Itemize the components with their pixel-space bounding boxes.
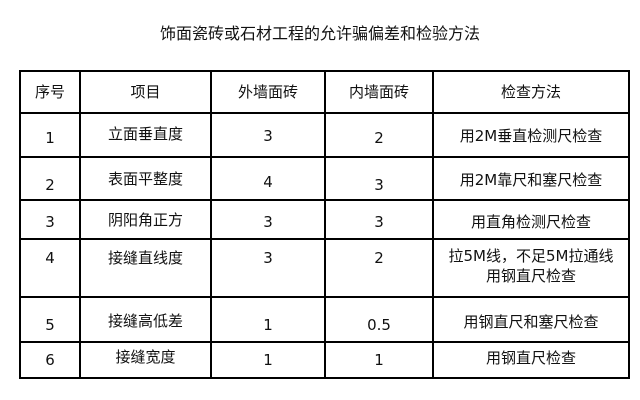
header-row: 序号 项目 外墙面砖 内墙面砖 检查方法 bbox=[19, 70, 630, 114]
cell-index: 3 bbox=[19, 199, 81, 240]
cell-exterior: 3 bbox=[210, 238, 326, 298]
cell-method: 拉5M线，不足5M拉通线用钢直尺检查 bbox=[432, 238, 630, 298]
cell-method: 用2M垂直检测尺检查 bbox=[432, 112, 630, 158]
cell-item: 接缝宽度 bbox=[79, 341, 212, 379]
cell-item: 阴阳角正方 bbox=[79, 199, 212, 240]
table-row: 5 接缝高低差 1 0.5 用钢直尺和塞尺检查 bbox=[19, 296, 630, 343]
header-cell: 检查方法 bbox=[432, 70, 630, 114]
cell-interior: 2 bbox=[324, 238, 434, 298]
cell-exterior: 4 bbox=[210, 156, 326, 201]
cell-item: 接缝高低差 bbox=[79, 296, 212, 343]
cell-item: 表面平整度 bbox=[79, 156, 212, 201]
cell-index: 5 bbox=[19, 296, 81, 343]
table-row: 2 表面平整度 4 3 用2M靠尺和塞尺检查 bbox=[19, 156, 630, 201]
cell-exterior: 1 bbox=[210, 341, 326, 379]
cell-item: 立面垂直度 bbox=[79, 112, 212, 158]
cell-interior: 1 bbox=[324, 341, 434, 379]
cell-exterior: 3 bbox=[210, 112, 326, 158]
cell-method: 用直角检测尺检查 bbox=[432, 199, 630, 240]
cell-exterior: 1 bbox=[210, 296, 326, 343]
cell-index: 2 bbox=[19, 156, 81, 201]
cell-item: 接缝直线度 bbox=[79, 238, 212, 298]
cell-index: 4 bbox=[19, 238, 81, 298]
cell-interior: 0.5 bbox=[324, 296, 434, 343]
table-row: 1 立面垂直度 3 2 用2M垂直检测尺检查 bbox=[19, 112, 630, 158]
cell-method: 用2M靠尺和塞尺检查 bbox=[432, 156, 630, 201]
cell-method: 用钢直尺和塞尺检查 bbox=[432, 296, 630, 343]
cell-exterior: 3 bbox=[210, 199, 326, 240]
header-cell: 序号 bbox=[19, 70, 81, 114]
document-title: 饰面瓷砖或石材工程的允许骗偏差和检验方法 bbox=[159, 24, 480, 43]
cell-interior: 3 bbox=[324, 199, 434, 240]
header-cell: 项目 bbox=[79, 70, 212, 114]
header-cell: 内墙面砖 bbox=[324, 70, 434, 114]
table-row: 3 阴阳角正方 3 3 用直角检测尺检查 bbox=[19, 199, 630, 240]
header-cell: 外墙面砖 bbox=[210, 70, 326, 114]
cell-index: 6 bbox=[19, 341, 81, 379]
cell-index: 1 bbox=[19, 112, 81, 158]
table-row: 4 接缝直线度 3 2 拉5M线，不足5M拉通线用钢直尺检查 bbox=[19, 238, 630, 298]
cell-interior: 2 bbox=[324, 112, 434, 158]
tolerance-table: 序号 项目 外墙面砖 内墙面砖 检查方法 1 立面垂直度 3 2 用2M垂直检测… bbox=[19, 70, 630, 379]
table-row: 6 接缝宽度 1 1 用钢直尺检查 bbox=[19, 341, 630, 379]
cell-interior: 3 bbox=[324, 156, 434, 201]
cell-method: 用钢直尺检查 bbox=[432, 341, 630, 379]
